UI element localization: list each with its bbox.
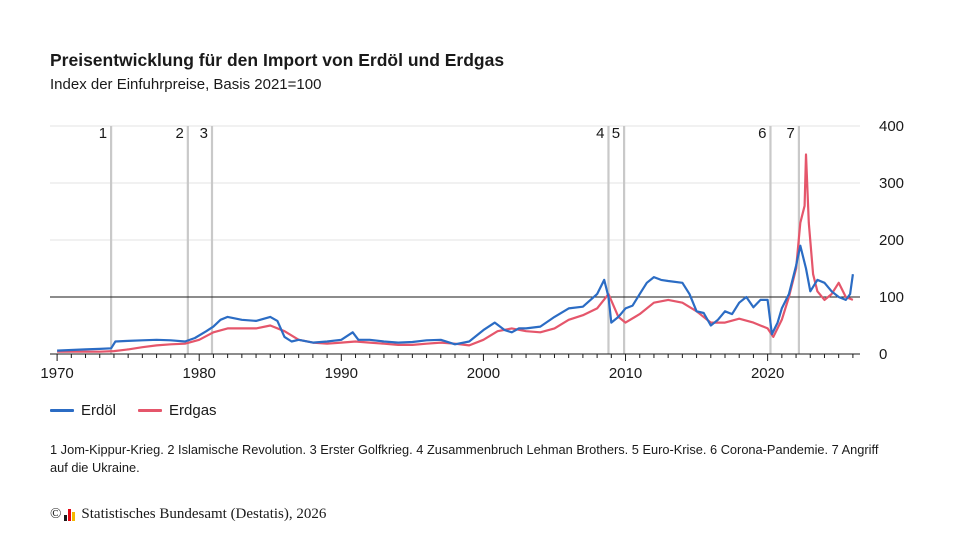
y-tick-label-400: 400	[879, 118, 904, 135]
event-label-5: 5	[612, 125, 620, 142]
footnote: 1 Jom-Kippur-Krieg. 2 Islamische Revolut…	[50, 442, 879, 475]
event-label-3: 3	[200, 125, 208, 142]
y-tick-label-0: 0	[879, 346, 887, 363]
x-tick-label-1970: 1970	[40, 365, 73, 382]
grid-lines	[50, 125, 860, 241]
x-tick-label-1990: 1990	[325, 365, 358, 382]
x-tick-label-2020: 2020	[751, 365, 784, 382]
x-tick-label-2000: 2000	[467, 365, 500, 382]
legend-swatch-erdoel	[50, 409, 74, 412]
legend-swatch-erdgas	[138, 409, 163, 412]
chart-subtitle: Index der Einfuhrpreise, Basis 2021=100	[50, 76, 322, 93]
legend: Erdöl Erdgas	[50, 402, 239, 419]
y-tick-label-200: 200	[879, 232, 904, 249]
event-label-6: 6	[758, 125, 766, 142]
source-credit: © Statistisches Bundesamt (Destatis), 20…	[50, 506, 326, 523]
chart-title: Preisentwicklung für den Import von Erdö…	[50, 50, 505, 70]
source-text: Statistisches Bundesamt (Destatis), 2026	[81, 506, 327, 522]
destatis-logo-icon	[64, 508, 76, 521]
legend-label-erdoel: Erdöl	[81, 402, 117, 419]
x-tick-label-2010: 2010	[609, 365, 642, 382]
x-tick-label-1980: 1980	[183, 365, 216, 382]
legend-label-erdgas: Erdgas	[169, 402, 217, 419]
y-tick-label-300: 300	[879, 175, 904, 192]
copyright-symbol: ©	[50, 506, 62, 522]
event-label-7: 7	[787, 125, 795, 142]
legend-item-erdgas: Erdgas	[138, 402, 217, 419]
series-lines	[57, 153, 854, 353]
legend-item-erdoel: Erdöl	[50, 402, 116, 419]
axes: 0 100 200 300 400 1970 1980 1990 2000 2010 2020	[40, 118, 904, 382]
event-label-1: 1	[99, 125, 107, 142]
event-label-2: 2	[175, 125, 183, 142]
series-line-erdgas	[57, 153, 854, 353]
event-label-4: 4	[596, 125, 604, 142]
y-tick-label-100: 100	[879, 289, 904, 306]
series-line-erdoel	[57, 244, 854, 352]
